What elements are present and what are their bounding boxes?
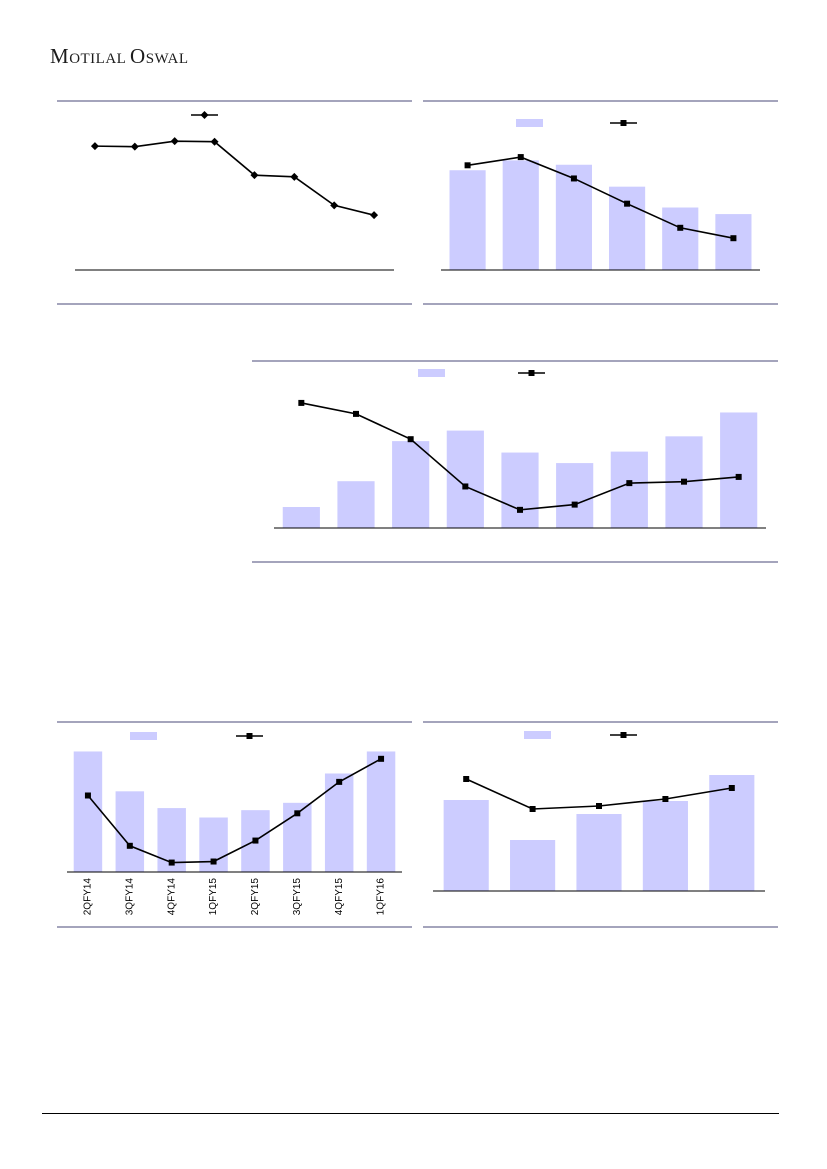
line-point bbox=[330, 201, 339, 210]
legend-bar-swatch bbox=[524, 731, 551, 739]
line-point bbox=[463, 776, 470, 782]
line-point bbox=[677, 224, 684, 231]
bar-mark bbox=[337, 481, 375, 528]
chart-panel-bottom-left: 2QFY14 3QFY14 4QFY14 1QFY15 2QFY15 3QFY15 4QFY… bbox=[57, 721, 412, 929]
legend-line-marker bbox=[528, 370, 535, 376]
line-point bbox=[730, 235, 737, 242]
line-point bbox=[681, 478, 687, 485]
line-point bbox=[570, 175, 577, 182]
bar-mark bbox=[510, 840, 556, 891]
line-point bbox=[662, 796, 669, 802]
legend-line-marker bbox=[200, 111, 209, 119]
line-point bbox=[84, 792, 91, 799]
legend-bar-swatch bbox=[418, 369, 445, 377]
line-point bbox=[210, 137, 219, 146]
line-point bbox=[407, 436, 414, 443]
bar-mark bbox=[282, 506, 320, 528]
x-tick-label: 4QFY15 bbox=[334, 878, 345, 916]
bar-mark bbox=[449, 170, 486, 270]
bar-mark bbox=[366, 751, 396, 872]
bar-mark bbox=[324, 773, 354, 872]
line-point bbox=[728, 785, 735, 791]
line-point bbox=[168, 859, 175, 866]
legend-line-marker bbox=[620, 732, 627, 738]
series-line bbox=[94, 140, 375, 216]
x-tick-label: 1QFY16 bbox=[376, 878, 387, 916]
chart-panel-top-left bbox=[57, 100, 412, 306]
logo-letters: otilal bbox=[69, 51, 126, 67]
x-tick-label: 2QFY15 bbox=[250, 878, 261, 916]
line-chart-top-left bbox=[57, 100, 412, 305]
bar-mark bbox=[501, 452, 539, 528]
x-tick-label: 3QFY14 bbox=[124, 878, 135, 916]
line-point bbox=[464, 162, 471, 169]
legend-line-marker bbox=[620, 120, 627, 126]
line-point bbox=[596, 803, 602, 809]
line-point bbox=[290, 172, 299, 181]
footer-rule bbox=[42, 1113, 779, 1114]
x-tick-label: 1QFY15 bbox=[208, 878, 219, 916]
chart-panel-top-right bbox=[423, 100, 778, 306]
bar-mark bbox=[662, 207, 699, 270]
line-point bbox=[250, 171, 259, 180]
line-point bbox=[571, 501, 578, 508]
line-point bbox=[378, 755, 385, 762]
line-point bbox=[130, 142, 139, 151]
line-point bbox=[529, 806, 536, 812]
logo-letters: swal bbox=[145, 51, 189, 67]
bar-mark bbox=[73, 751, 103, 872]
x-tick-label: 2QFY14 bbox=[83, 878, 94, 916]
series-line bbox=[467, 156, 734, 239]
combo-chart-bottom-left: 2QFY14 3QFY14 4QFY14 1QFY15 2QFY15 3QFY15 4QFY… bbox=[57, 721, 412, 928]
bar-mark bbox=[115, 791, 145, 872]
line-point bbox=[170, 137, 179, 146]
bar-mark bbox=[502, 160, 539, 270]
line-point bbox=[298, 399, 305, 406]
line-point bbox=[626, 480, 633, 487]
line-point bbox=[517, 154, 524, 161]
combo-chart-middle bbox=[252, 360, 778, 563]
logo-letters: M bbox=[50, 44, 70, 68]
logo-letters: O bbox=[130, 44, 146, 68]
line-point bbox=[126, 842, 133, 849]
line-point bbox=[370, 211, 379, 220]
line-point bbox=[735, 473, 742, 480]
series-line bbox=[87, 758, 382, 864]
combo-chart-bottom-right bbox=[423, 721, 778, 928]
bar-mark bbox=[709, 775, 755, 891]
x-tick-label: 3QFY15 bbox=[292, 878, 303, 916]
legend-bar-swatch bbox=[516, 119, 543, 127]
line-point bbox=[517, 506, 523, 513]
line-point bbox=[210, 858, 217, 865]
bar-mark bbox=[715, 214, 752, 270]
line-point bbox=[336, 778, 343, 785]
legend-line-marker bbox=[246, 733, 253, 739]
bar-mark bbox=[556, 463, 594, 528]
combo-chart-top-right bbox=[423, 100, 778, 305]
company-logo: Motilal Oswal bbox=[50, 46, 189, 67]
bar-mark bbox=[446, 430, 484, 528]
bar-mark bbox=[443, 800, 489, 891]
line-point bbox=[462, 483, 469, 490]
bar-mark bbox=[576, 814, 622, 891]
bar-mark bbox=[392, 441, 430, 528]
bar-mark bbox=[609, 186, 646, 270]
line-point bbox=[624, 200, 631, 207]
bar-mark bbox=[555, 164, 592, 270]
line-point bbox=[90, 142, 99, 151]
x-tick-label: 4QFY14 bbox=[166, 878, 177, 916]
bar-mark bbox=[642, 801, 688, 891]
line-point bbox=[353, 410, 359, 417]
bar-mark bbox=[720, 412, 758, 528]
bar-mark bbox=[610, 451, 648, 528]
legend-bar-swatch bbox=[130, 732, 157, 740]
line-point bbox=[252, 837, 259, 844]
line-point bbox=[294, 810, 301, 817]
chart-panel-middle bbox=[252, 360, 778, 564]
chart-panel-bottom-right bbox=[423, 721, 778, 929]
